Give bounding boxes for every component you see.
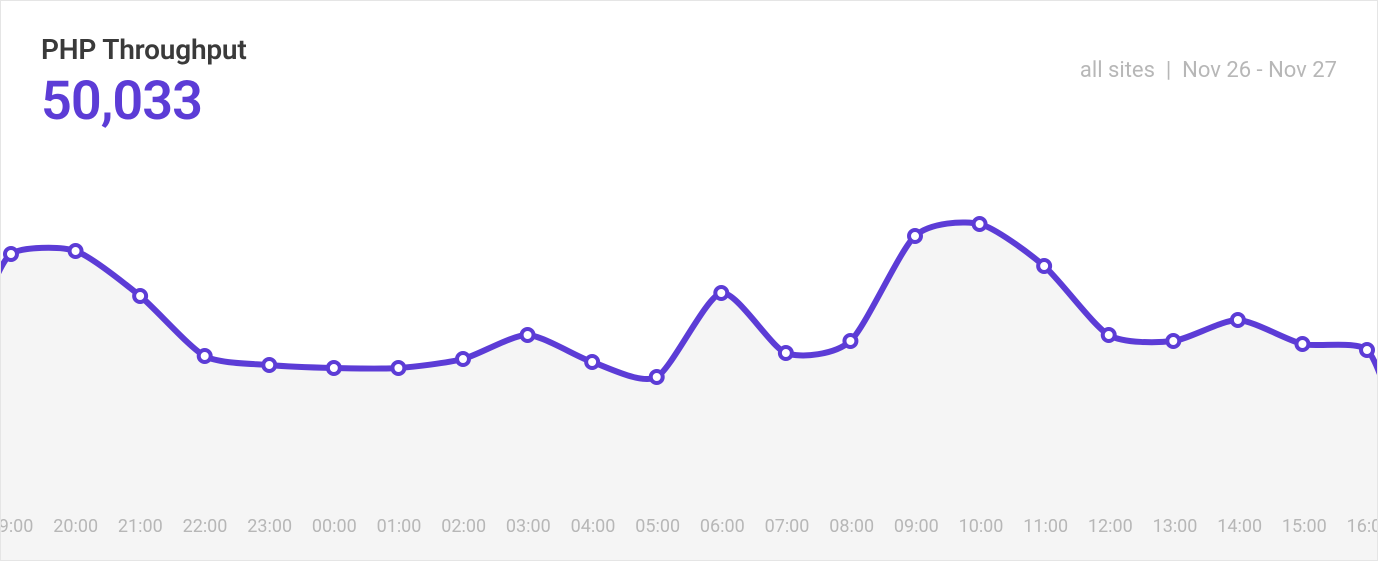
- x-axis-label: 00:00: [312, 516, 357, 537]
- chart-marker[interactable]: [5, 248, 17, 260]
- x-axis-label: 05:00: [635, 516, 680, 537]
- chart-marker[interactable]: [844, 335, 856, 347]
- chart-marker[interactable]: [70, 245, 82, 257]
- x-axis-label: 02:00: [441, 516, 486, 537]
- x-axis-label: 06:00: [700, 516, 745, 537]
- x-axis-label: 07:00: [765, 516, 810, 537]
- throughput-card: PHP Throughput 50,033 all sites | Nov 26…: [0, 0, 1378, 561]
- chart-marker[interactable]: [651, 371, 663, 383]
- x-axis-label: 22:00: [183, 516, 228, 537]
- chart-marker[interactable]: [522, 329, 534, 341]
- x-axis-label: 13:00: [1153, 516, 1198, 537]
- chart-marker[interactable]: [199, 350, 211, 362]
- x-axis-label: 16:00: [1347, 516, 1378, 537]
- line-chart: [1, 180, 1377, 560]
- x-axis-label: 23:00: [247, 516, 292, 537]
- chart-marker[interactable]: [1038, 260, 1050, 272]
- chart-area-fill: [1, 222, 1377, 560]
- chart-marker[interactable]: [974, 218, 986, 230]
- title-block: PHP Throughput 50,033: [41, 33, 247, 131]
- x-axis-label: 04:00: [571, 516, 616, 537]
- x-axis-label: 03:00: [506, 516, 551, 537]
- chart-marker[interactable]: [263, 359, 275, 371]
- x-axis-label: 01:00: [377, 516, 422, 537]
- x-axis-label: 14:00: [1217, 516, 1262, 537]
- card-value: 50,033: [41, 72, 247, 131]
- chart-area: 19:00 20:00 21:00 22:00 23:00 00:00 01:00 02:00…: [1, 180, 1377, 560]
- chart-marker[interactable]: [457, 353, 469, 365]
- card-header: PHP Throughput 50,033 all sites | Nov 26…: [1, 1, 1377, 131]
- x-axis-label: 08:00: [829, 516, 874, 537]
- chart-marker[interactable]: [1361, 344, 1373, 356]
- x-axis-label: 19:00: [0, 516, 33, 537]
- x-axis-label: 09:00: [894, 516, 939, 537]
- x-axis-label: 20:00: [53, 516, 98, 537]
- chart-marker[interactable]: [1167, 335, 1179, 347]
- chart-marker[interactable]: [780, 347, 792, 359]
- chart-marker[interactable]: [392, 362, 404, 374]
- card-title: PHP Throughput: [41, 33, 247, 66]
- chart-marker[interactable]: [715, 287, 727, 299]
- chart-marker[interactable]: [1296, 338, 1308, 350]
- x-axis-label: 12:00: [1088, 516, 1133, 537]
- x-axis-labels: 19:00 20:00 21:00 22:00 23:00 00:00 01:00 02:00…: [1, 516, 1377, 544]
- range-separator: |: [1155, 58, 1182, 83]
- chart-marker[interactable]: [328, 362, 340, 374]
- chart-marker[interactable]: [909, 230, 921, 242]
- x-axis-label: 11:00: [1023, 516, 1068, 537]
- chart-marker[interactable]: [1232, 314, 1244, 326]
- scope-label: all sites: [1080, 58, 1155, 83]
- chart-marker[interactable]: [1103, 329, 1115, 341]
- x-axis-label: 10:00: [959, 516, 1004, 537]
- date-range: all sites | Nov 26 - Nov 27: [1047, 33, 1337, 108]
- chart-marker[interactable]: [586, 356, 598, 368]
- range-dates: Nov 26 - Nov 27: [1182, 58, 1337, 83]
- x-axis-label: 15:00: [1282, 516, 1327, 537]
- x-axis-label: 21:00: [118, 516, 163, 537]
- chart-marker[interactable]: [134, 290, 146, 302]
